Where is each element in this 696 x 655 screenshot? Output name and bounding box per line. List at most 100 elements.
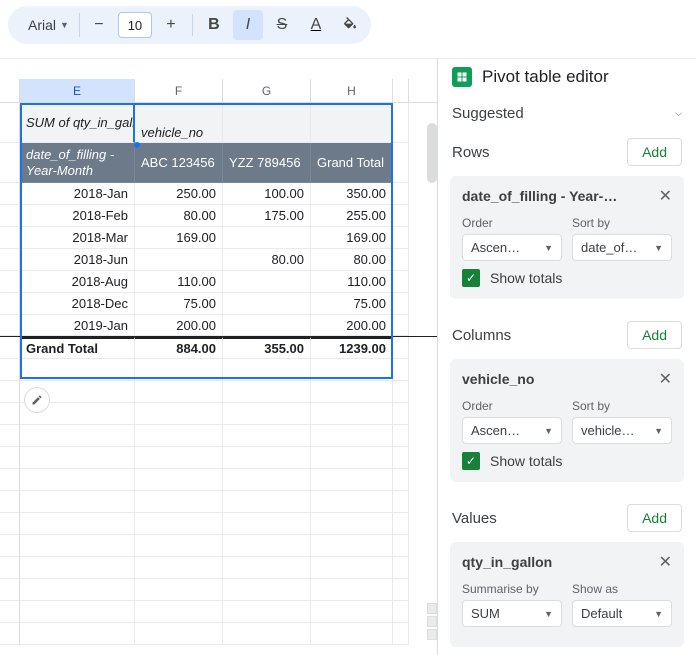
- font-name: Arial: [28, 17, 56, 33]
- sortby-select[interactable]: date_of… ▼: [572, 234, 672, 261]
- font-size-decrease-button[interactable]: −: [84, 10, 114, 40]
- font-size-input[interactable]: [118, 12, 152, 38]
- pivot-value: 250.00: [135, 183, 223, 205]
- column-header[interactable]: H: [311, 79, 393, 102]
- pivot-value: [223, 293, 311, 315]
- pivot-col-header: Grand Total: [311, 143, 393, 183]
- grand-total-value: 1239.00: [311, 337, 393, 359]
- column-header[interactable]: G: [223, 79, 311, 102]
- pivot-value: [135, 249, 223, 271]
- pivot-col-field-label: vehicle_no: [135, 103, 223, 143]
- order-label: Order: [462, 216, 562, 230]
- order-select[interactable]: Ascen… ▼: [462, 417, 562, 444]
- edit-pivot-button[interactable]: [24, 387, 50, 413]
- close-icon[interactable]: ✕: [659, 369, 672, 389]
- pivot-row-field-label: date_of_filling - Year-Month: [20, 143, 135, 183]
- toolbar: Arial ▼ − + B I S A: [0, 0, 696, 59]
- pivot-value: 200.00: [311, 315, 393, 336]
- field-name: vehicle_no: [462, 371, 534, 387]
- pivot-value: 350.00: [311, 183, 393, 205]
- columns-section-title: Columns: [452, 327, 511, 344]
- column-headers: E F G H: [0, 79, 437, 103]
- pivot-col-header: ABC 123456: [135, 143, 223, 183]
- chevron-down-icon: ▼: [544, 243, 553, 253]
- font-size-increase-button[interactable]: +: [156, 10, 186, 40]
- values-section-title: Values: [452, 510, 497, 527]
- sortby-label: Sort by: [572, 216, 672, 230]
- sortby-select[interactable]: vehicle… ▼: [572, 417, 672, 444]
- close-icon[interactable]: ✕: [659, 186, 672, 206]
- font-pill: Arial ▼ − + B I S A: [8, 6, 371, 44]
- column-header[interactable]: F: [135, 79, 223, 102]
- pivot-value: 255.00: [311, 205, 393, 227]
- chevron-down-icon: ▼: [654, 609, 663, 619]
- field-name: date_of_filling - Year-Month: [462, 188, 622, 204]
- show-totals-checkbox[interactable]: ✓: [462, 452, 480, 470]
- summarise-select[interactable]: SUM ▼: [462, 600, 562, 627]
- show-totals-label: Show totals: [490, 453, 562, 469]
- chevron-down-icon: ⌵: [675, 108, 682, 119]
- column-header[interactable]: E: [20, 79, 135, 102]
- divider: [192, 14, 193, 36]
- panel-title: Pivot table editor: [482, 67, 609, 87]
- font-select[interactable]: Arial ▼: [14, 13, 80, 37]
- sortby-label: Sort by: [572, 399, 672, 413]
- pivot-value: 80.00: [135, 205, 223, 227]
- pivot-value: 80.00: [311, 249, 393, 271]
- text-color-button[interactable]: A: [301, 10, 331, 40]
- suggested-label: Suggested: [452, 105, 524, 122]
- pivot-value: [223, 227, 311, 249]
- chevron-down-icon: ▼: [654, 426, 663, 436]
- pivot-row-label: 2018-Mar: [20, 227, 135, 249]
- values-field-card: qty_in_gallon ✕ Summarise by SUM ▼ Show …: [450, 542, 684, 647]
- scrollbar-thumb[interactable]: [427, 123, 437, 183]
- corner-cell[interactable]: [0, 79, 20, 102]
- pivot-value: 169.00: [135, 227, 223, 249]
- show-totals-checkbox[interactable]: ✓: [462, 269, 480, 287]
- chevron-down-icon: ▼: [654, 243, 663, 253]
- grand-total-label: Grand Total: [20, 337, 135, 359]
- pivot-row-label: 2019-Jan: [20, 315, 135, 336]
- fill-color-button[interactable]: [335, 10, 365, 40]
- chevron-down-icon: ▼: [60, 20, 69, 30]
- scroll-arrows[interactable]: [427, 603, 437, 643]
- pivot-editor-panel: Pivot table editor Suggested ⌵ Rows Add …: [438, 59, 696, 655]
- pivot-value: 169.00: [311, 227, 393, 249]
- showas-select[interactable]: Default ▼: [572, 600, 672, 627]
- cell: [311, 103, 393, 143]
- pivot-row-label: 2018-Aug: [20, 271, 135, 293]
- add-columns-button[interactable]: Add: [627, 321, 682, 349]
- panel-header: Pivot table editor: [438, 59, 696, 101]
- row-header[interactable]: [0, 103, 20, 143]
- row-header[interactable]: [0, 143, 20, 183]
- grid: SUM of qty_in_gallon vehicle_no date_of_…: [0, 103, 437, 645]
- pivot-col-header: YZZ 789456: [223, 143, 311, 183]
- close-icon[interactable]: ✕: [659, 552, 672, 572]
- order-select[interactable]: Ascen… ▼: [462, 234, 562, 261]
- pivot-value: 110.00: [311, 271, 393, 293]
- italic-button[interactable]: I: [233, 10, 263, 40]
- pivot-value: [223, 271, 311, 293]
- pivot-value: 75.00: [311, 293, 393, 315]
- selection-handle[interactable]: [134, 142, 140, 148]
- pivot-value: 200.00: [135, 315, 223, 336]
- order-label: Order: [462, 399, 562, 413]
- suggested-section[interactable]: Suggested ⌵: [438, 101, 696, 132]
- rows-section-title: Rows: [452, 144, 490, 161]
- cell: [393, 143, 409, 183]
- column-header[interactable]: [393, 79, 409, 102]
- field-name: qty_in_gallon: [462, 554, 552, 570]
- pivot-row-label: 2018-Jan: [20, 183, 135, 205]
- pivot-value: 110.00: [135, 271, 223, 293]
- add-rows-button[interactable]: Add: [627, 138, 682, 166]
- spreadsheet-area[interactable]: E F G H SUM of qty_in_gallon vehicle_no: [0, 59, 438, 655]
- add-values-button[interactable]: Add: [627, 504, 682, 532]
- summarise-label: Summarise by: [462, 582, 562, 596]
- grand-total-value: 355.00: [223, 337, 311, 359]
- bold-button[interactable]: B: [199, 10, 229, 40]
- cell: [393, 103, 409, 143]
- columns-field-card: vehicle_no ✕ Order Ascen… ▼ Sort by vehi…: [450, 359, 684, 482]
- pivot-row-label: 2018-Dec: [20, 293, 135, 315]
- strikethrough-button[interactable]: S: [267, 10, 297, 40]
- pivot-row-label: 2018-Feb: [20, 205, 135, 227]
